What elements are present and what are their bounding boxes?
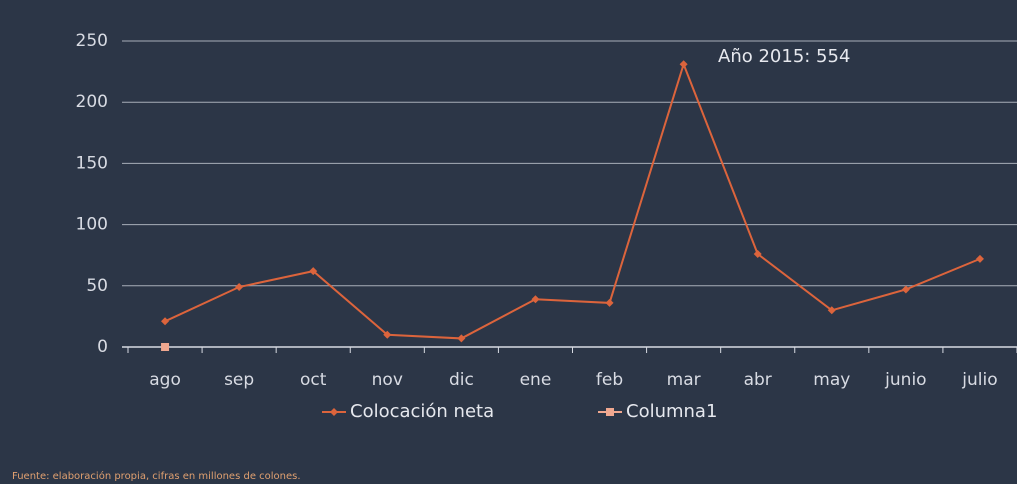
x-tick-label: mar [667, 370, 701, 390]
point [383, 330, 392, 339]
y-tick-label: 200 [76, 92, 108, 112]
point [161, 343, 170, 351]
point [753, 249, 762, 258]
annotation: Año 2015: 554 [718, 46, 850, 67]
point [531, 295, 540, 304]
point [975, 254, 984, 263]
x-tick-label: ago [149, 370, 181, 390]
point [827, 306, 836, 315]
point [309, 267, 318, 276]
x-tick-label: oct [300, 370, 327, 390]
y-tick-label: 150 [76, 153, 108, 173]
point [161, 317, 170, 326]
x-tick-label: abr [744, 370, 772, 390]
point [457, 334, 466, 343]
point [235, 283, 244, 292]
y-tick-label: 0 [97, 337, 108, 357]
legend-marker [330, 408, 338, 416]
x-tick-label: dic [449, 370, 474, 390]
x-tick-label: sep [224, 370, 254, 390]
legend-label: Columna1 [626, 401, 717, 422]
x-tick-label: julio [961, 370, 997, 390]
point [679, 60, 688, 69]
x-tick-label: ene [520, 370, 552, 390]
x-tick-label: may [813, 370, 850, 390]
y-tick-label: 50 [86, 276, 108, 296]
legend-marker [606, 408, 614, 416]
point [901, 285, 910, 294]
x-tick-label: nov [372, 370, 403, 390]
point [605, 298, 614, 307]
y-tick-label: 250 [76, 31, 108, 51]
x-tick-label: feb [596, 370, 623, 390]
x-tick-label: junio [884, 370, 926, 390]
source-note: Fuente: elaboración propia, cifras en mi… [12, 470, 301, 482]
y-tick-label: 100 [76, 215, 108, 235]
legend-label: Colocación neta [350, 401, 494, 422]
line [164, 61, 981, 340]
